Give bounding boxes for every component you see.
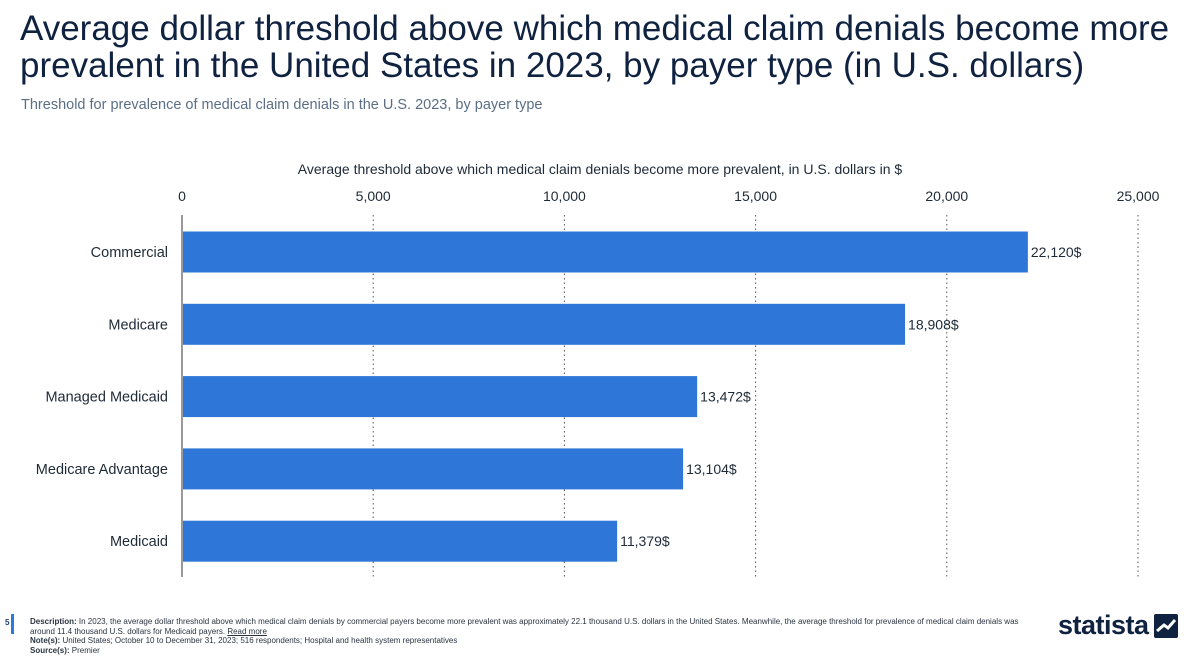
page-number: 5 bbox=[5, 618, 10, 627]
source-text: Premier bbox=[71, 645, 100, 655]
category-label: Managed Medicaid bbox=[45, 390, 168, 406]
category-label: Medicare Advantage bbox=[36, 462, 168, 478]
data-label: 11,379$ bbox=[620, 533, 670, 549]
bar[interactable] bbox=[183, 448, 684, 490]
notes-text: United States; October 10 to December 31… bbox=[62, 636, 458, 645]
x-axis-title: Average threshold above which medical cl… bbox=[297, 161, 903, 177]
page-subtitle: Threshold for prevalence of medical clai… bbox=[21, 97, 543, 113]
logo-text: statista bbox=[1058, 610, 1149, 640]
x-tick-label: 25,000 bbox=[1117, 188, 1160, 204]
x-axis-ticks: 0 5,000 10,000 15,000 20,000 25,000 bbox=[178, 188, 1160, 204]
bar[interactable] bbox=[183, 376, 698, 418]
bars bbox=[183, 231, 1028, 562]
data-label: 18,908$ bbox=[908, 316, 959, 332]
category-labels: Commercial Medicare Managed Medicaid Medica… bbox=[36, 245, 168, 550]
bar[interactable] bbox=[183, 303, 906, 345]
category-label: Commercial bbox=[91, 245, 168, 261]
description-label: Description: bbox=[30, 617, 77, 626]
x-tick-label: 20,000 bbox=[925, 188, 968, 204]
notes-label: Note(s): bbox=[30, 636, 61, 645]
page-title: Average dollar threshold above which med… bbox=[20, 9, 1170, 85]
category-label: Medicaid bbox=[110, 534, 168, 550]
bar-chart: 0 5,000 10,000 15,000 20,000 25,000 Commercia… bbox=[36, 188, 1160, 577]
x-tick-label: 15,000 bbox=[734, 188, 777, 204]
description: Description: In 2023, the average dollar… bbox=[30, 617, 1030, 636]
data-label: 13,472$ bbox=[700, 389, 751, 405]
statista-logo[interactable]: statista bbox=[1058, 610, 1178, 641]
bar[interactable] bbox=[183, 520, 618, 562]
chart-footer: Description: In 2023, the average dollar… bbox=[30, 617, 1030, 655]
bar[interactable] bbox=[183, 231, 1028, 273]
x-tick-label: 5,000 bbox=[356, 188, 391, 204]
source-label: Source(s): bbox=[30, 645, 70, 655]
x-tick-label: 0 bbox=[178, 188, 186, 204]
x-tick-label: 10,000 bbox=[543, 188, 586, 204]
page-marker bbox=[11, 614, 14, 634]
data-label: 22,120$ bbox=[1031, 244, 1082, 260]
statista-logo-icon bbox=[1153, 613, 1178, 638]
description-text: In 2023, the average dollar threshold ab… bbox=[30, 617, 1019, 636]
source: Source(s): Premier bbox=[30, 646, 1030, 656]
notes: Note(s): United States; October 10 to De… bbox=[30, 636, 1030, 646]
data-label: 13,104$ bbox=[686, 461, 737, 477]
value-labels: 22,120$ 18,908$ 13,472$ 13,104$ 11,379$ bbox=[620, 244, 1082, 549]
read-more-link[interactable]: Read more bbox=[227, 626, 267, 636]
category-label: Medicare bbox=[108, 317, 168, 333]
